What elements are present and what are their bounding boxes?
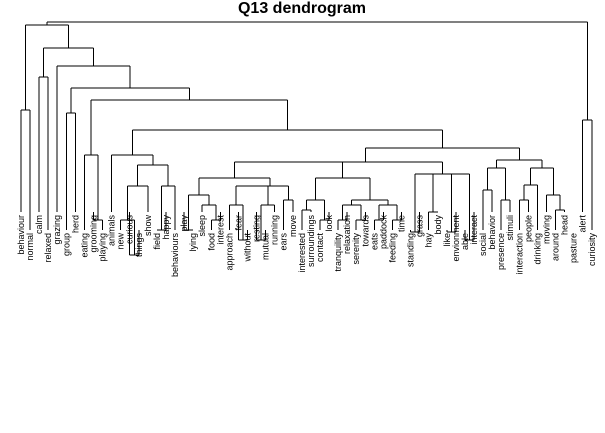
leaf-label: new [116,233,126,250]
leaf-label: serenity [351,233,361,265]
leaf-label: grass [415,215,425,238]
leaf-label: head [560,215,570,235]
leaf-label: play [179,215,189,232]
leaf-label: interact [469,215,479,245]
leaf-label: relaxation [342,215,352,254]
leaf-label: running [270,215,280,245]
leaf-label: interested [297,233,307,273]
leaf-label: sleep [197,215,207,237]
leaf-label: eats [369,233,379,251]
leaf-label: behavior [487,215,497,250]
leaf-label: fear [233,215,243,231]
leaf-label: surroundings [306,215,316,268]
leaf-label: herd [70,215,80,233]
leaf-label: hay [424,233,434,248]
leaf-label: things [134,233,144,258]
dendrogram-branches [20,21,593,256]
leaf-label: standing [406,233,416,267]
leaf-label: stimuli [505,215,515,241]
leaf-label: contact [315,233,325,263]
leaf-label: show [143,215,153,237]
leaf-label: field [152,233,162,250]
leaf-label: lying [188,233,198,252]
leaf-label: normal [25,233,35,261]
leaf-label: approach [224,233,234,271]
leaf-label: tranquility [333,233,343,272]
leaf-label: behaviours [170,233,180,278]
leaf-label: body [433,215,443,235]
leaf-label: behaviour [16,215,26,255]
leaf-label: ears [279,233,289,251]
leaf-label: social [478,233,488,256]
leaf-label: curiosity [587,233,597,267]
leaf-label: time [397,215,407,232]
leaf-label: feeding [387,233,397,263]
leaf-label: without [243,233,253,263]
leaf-label: eating [79,233,89,258]
leaf-label: relaxed [43,233,53,263]
leaf-label: playing [98,233,108,262]
leaf-label: pasture [569,233,579,263]
chart-title: Q13 dendrogram [238,0,366,17]
leaf-label: calm [34,215,44,234]
leaf-label: food [206,233,216,251]
leaf-label: group [61,233,71,256]
leaf-label: move [288,215,298,237]
leaf-label: towards [360,215,370,247]
leaf-label: envionment [451,215,461,262]
leaf-label: like [442,233,452,247]
leaf-label: grooming [88,215,98,253]
leaf-label: animals [107,215,117,247]
leaf-label: alert [578,215,588,233]
leaf-label: happy [161,215,171,240]
leaf-label: people [523,215,533,242]
leaf-label: resting [252,215,262,242]
leaf-label: interest [215,215,225,245]
leaf-label: moving [541,215,551,244]
leaf-label: paddock [378,215,388,250]
leaf-label: mutual [261,233,271,260]
leaf-label: around [551,233,561,261]
leaf-label: presence [496,233,506,270]
leaf-label: grazing [52,215,62,245]
leaf-label: drinking [532,233,542,265]
leaf-label: interaction [514,233,524,275]
leaf-label: look [324,215,334,232]
leaf-label: able [460,233,470,250]
leaf-label: curious [125,215,135,245]
